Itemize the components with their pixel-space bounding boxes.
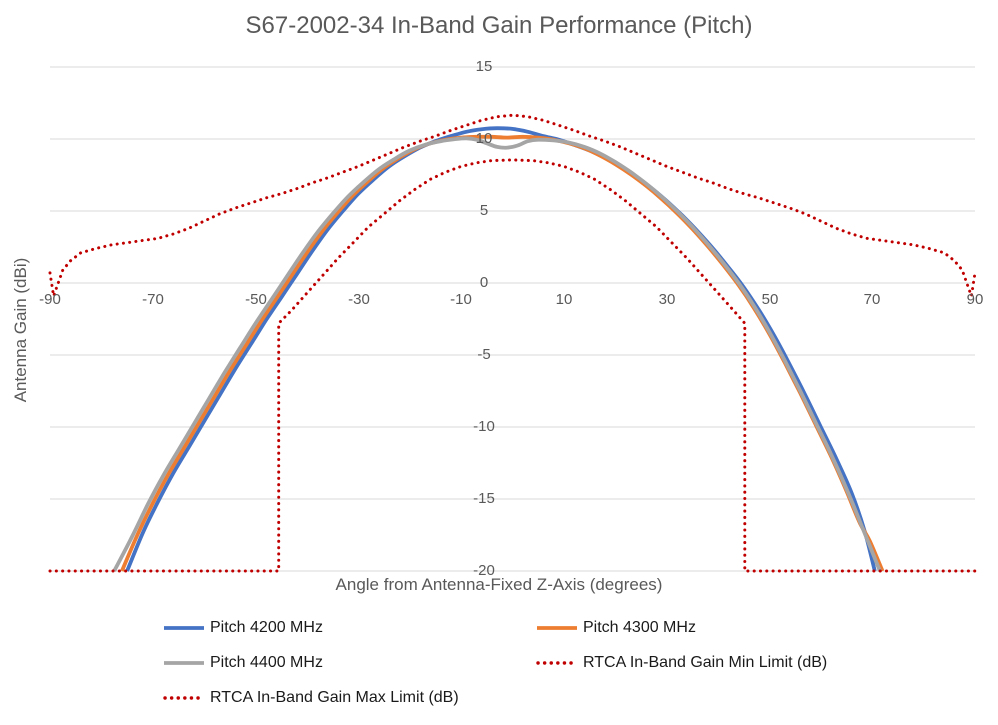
x-tick-label: 10	[555, 291, 573, 308]
x-tick-label: 30	[658, 291, 676, 308]
y-tick-label: -20	[473, 562, 495, 579]
legend-label: Pitch 4300 MHz	[583, 619, 696, 636]
legend-marker-rtca-min-limit-icon	[536, 661, 578, 665]
y-tick-label: -10	[473, 418, 495, 435]
legend-item-pitch-4200: Pitch 4200 MHz	[163, 619, 323, 637]
x-tick-label: 90	[966, 291, 984, 308]
y-tick-label: -15	[473, 490, 495, 507]
legend-marker-rtca-max-limit-icon	[163, 696, 205, 700]
legend-item-rtca-max-limit: RTCA In-Band Gain Max Limit (dB)	[163, 689, 459, 707]
x-axis-title: Angle from Antenna-Fixed Z-Axis (degrees…	[335, 575, 663, 594]
x-tick-label: -10	[450, 291, 472, 308]
y-tick-label: 15	[475, 58, 493, 75]
x-tick-label: -30	[348, 291, 370, 308]
y-tick-label: 0	[479, 274, 489, 291]
x-tick-label: -90	[39, 291, 61, 308]
y-tick-label: 5	[479, 202, 489, 219]
legend-marker-pitch-4300-icon	[537, 626, 577, 630]
legend-marker-pitch-4400-icon	[164, 661, 204, 665]
x-tick-label: 70	[863, 291, 881, 308]
chart-title: S67-2002-34 In-Band Gain Performance (Pi…	[245, 12, 753, 39]
x-tick-label: 50	[761, 291, 779, 308]
legend-label: Pitch 4200 MHz	[210, 619, 323, 636]
legend-label: RTCA In-Band Gain Min Limit (dB)	[583, 654, 828, 671]
x-tick-label: -50	[245, 291, 267, 308]
legend-marker-pitch-4200-icon	[164, 626, 204, 630]
legend-item-pitch-4300: Pitch 4300 MHz	[536, 619, 696, 637]
legend-item-rtca-min-limit: RTCA In-Band Gain Min Limit (dB)	[536, 654, 827, 672]
legend-item-pitch-4400: Pitch 4400 MHz	[163, 654, 323, 672]
plot-area	[48, 66, 977, 573]
y-axis-title: Antenna Gain (dBi)	[11, 257, 30, 403]
y-tick-label: 10	[475, 130, 493, 147]
y-tick-label: -5	[477, 346, 491, 363]
x-tick-label: -70	[142, 291, 164, 308]
legend-label: Pitch 4400 MHz	[210, 654, 323, 671]
legend-label: RTCA In-Band Gain Max Limit (dB)	[210, 689, 459, 706]
